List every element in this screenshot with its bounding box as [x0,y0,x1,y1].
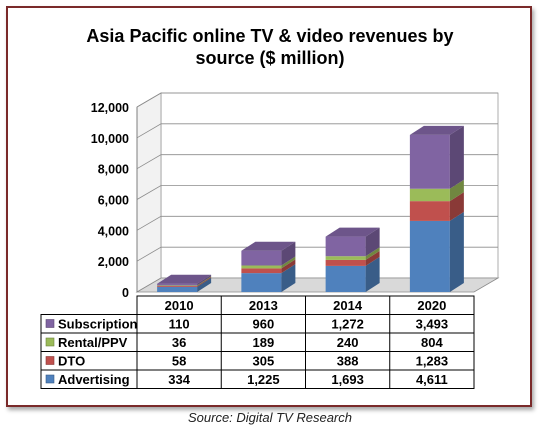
bar-side [449,125,464,189]
legend-label: DTO [58,354,85,369]
data-label: 3,493 [416,317,449,332]
bar-side [197,276,212,287]
legend-swatch [45,319,55,328]
legend-label: Advertising [58,372,130,387]
y-tick-label: 4,000 [98,224,129,238]
x-category-label: 2014 [333,298,363,313]
data-label: 334 [168,372,190,387]
data-label: 240 [337,335,359,350]
bar-segment-rental-ppv-2020 [409,188,450,202]
bar-segment-dto-2020 [409,201,450,221]
bar-side [365,247,380,260]
data-label: 1,283 [416,354,449,369]
bar-top [157,274,212,284]
bar-segment-advertising-2013 [241,273,282,292]
bar-side [449,192,464,221]
y-tick-label: 10,000 [91,132,129,146]
bar-top [241,241,296,251]
data-label: 189 [253,335,275,350]
bar-segment-rental-ppv-2010 [157,285,198,286]
bar-side [197,274,212,286]
bar-side [197,276,212,286]
data-label: 960 [253,317,275,332]
gridline [136,185,498,200]
bar-side [197,277,212,292]
y-tick-label: 0 [122,286,129,300]
chart-title-line: Asia Pacific online TV & video revenues … [86,26,453,46]
bar-side [281,259,296,274]
legend-label: Subscription [58,317,138,332]
bar-top [409,125,464,135]
x-category-label: 2013 [249,298,278,313]
data-label: 305 [253,354,275,369]
data-label: 58 [172,354,186,369]
bar-segment-dto-2010 [157,285,198,287]
y-tick-label: 12,000 [91,101,129,115]
data-label: 1,225 [247,372,280,387]
data-label: 36 [172,335,186,350]
bar-segment-advertising-2010 [157,286,198,292]
bar-side [365,227,380,257]
data-label: 4,611 [416,372,448,387]
bar-segment-subscription-2013 [241,250,282,266]
bar-side [365,256,380,292]
bar-segment-dto-2013 [241,268,282,274]
gridline [136,92,498,108]
gridline [136,123,498,139]
bar-segment-subscription-2020 [409,134,450,189]
legend-swatch [45,337,55,347]
y-tick-label: 6,000 [98,194,129,208]
data-label: 804 [421,335,443,350]
bar-segment-advertising-2014 [325,265,366,292]
x-category-label: 2010 [165,298,194,313]
bar-side [449,179,464,202]
data-label: 388 [337,354,359,369]
data-label: 110 [169,317,190,332]
data-label: 1,272 [331,317,364,332]
bar-segment-subscription-2010 [157,283,198,286]
legend-swatch [45,356,55,365]
bar-side [281,241,296,266]
y-tick-label: 8,000 [98,163,129,177]
bar-segment-subscription-2014 [325,236,366,257]
gridline [136,215,498,231]
bar-side [281,264,296,292]
data-label: 1,693 [331,372,364,387]
gridline [136,246,498,262]
y-tick-label: 2,000 [98,255,129,269]
bar-side [365,250,380,266]
bar-side [449,211,464,292]
source-note: Source: Digital TV Research [187,410,352,425]
gridline [136,154,498,170]
legend-label: Rental/PPV [58,335,128,350]
bar-side [281,256,296,269]
bar-segment-advertising-2020 [409,220,450,292]
bar-top [325,227,380,237]
x-category-label: 2020 [417,298,446,313]
legend-swatch [45,374,55,384]
bar-segment-rental-ppv-2014 [325,256,366,260]
bar-segment-dto-2014 [325,259,366,266]
bar-segment-rental-ppv-2013 [241,265,282,269]
chart-title-line: source ($ million) [195,48,344,68]
